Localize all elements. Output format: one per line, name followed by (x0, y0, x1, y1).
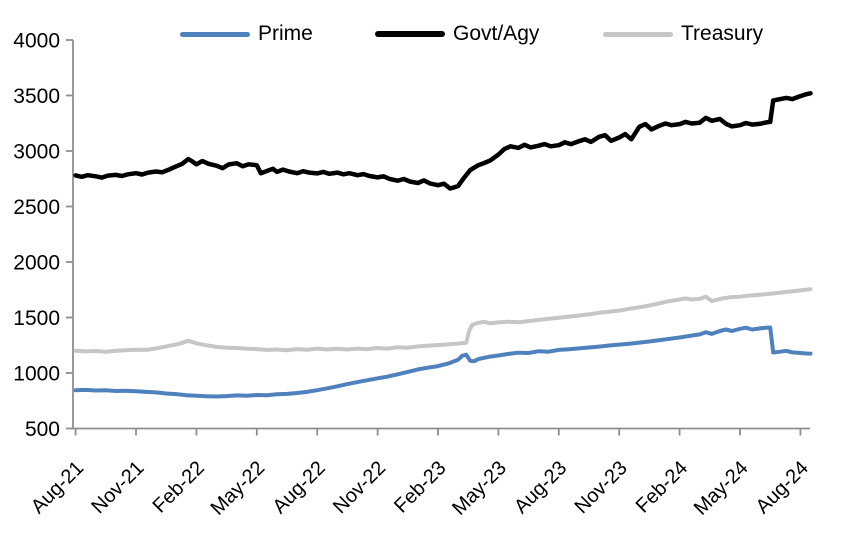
x-axis-tick-label: Feb-24 (632, 457, 692, 517)
x-axis-tick-label: Nov-22 (329, 457, 390, 518)
series-line-govt-agy (73, 91, 813, 191)
legend-item-prime: Prime (180, 22, 313, 46)
series-line-treasury (73, 287, 813, 354)
treasury-line-swatch-icon (603, 31, 673, 37)
legend-item-govt-agy: Govt/Agy (375, 22, 539, 46)
y-axis-tick-label: 2500 (13, 196, 60, 219)
x-axis-tick-label: Feb-23 (390, 457, 450, 517)
y-axis-tick-label: 4000 (13, 30, 60, 53)
legend-label-treasury: Treasury (681, 22, 764, 45)
prime-line-swatch-icon (180, 31, 250, 37)
x-axis-tick-label: Nov-23 (571, 457, 632, 518)
x-axis-tick-label: Aug-23 (510, 457, 571, 518)
legend-label-govt-agy: Govt/Agy (453, 22, 540, 45)
y-axis-tick-label: 1500 (13, 307, 60, 330)
y-axis-tick-label: 500 (25, 418, 60, 441)
y-axis-tick-label: 2000 (13, 252, 60, 275)
x-axis-tick-label: May-22 (207, 457, 270, 520)
y-axis-tick-label: 3000 (13, 141, 60, 164)
x-axis-tick-label: Nov-21 (87, 457, 148, 518)
x-axis-tick-label: Aug-21 (27, 457, 88, 518)
legend-item-treasury: Treasury (603, 22, 763, 46)
x-axis-tick-label: Aug-24 (752, 457, 813, 518)
x-axis-tick-label: Aug-22 (269, 457, 330, 518)
y-axis-tick-label: 1000 (13, 363, 60, 386)
govt-agy-line-swatch-icon (375, 31, 445, 37)
series-line-prime (73, 325, 813, 399)
y-axis-tick-label: 3500 (13, 85, 60, 108)
legend-label-prime: Prime (258, 22, 313, 45)
x-axis-tick-label: Feb-22 (149, 457, 209, 517)
x-axis-tick-label: May-24 (690, 457, 753, 520)
x-axis-tick-label: May-23 (448, 457, 511, 520)
